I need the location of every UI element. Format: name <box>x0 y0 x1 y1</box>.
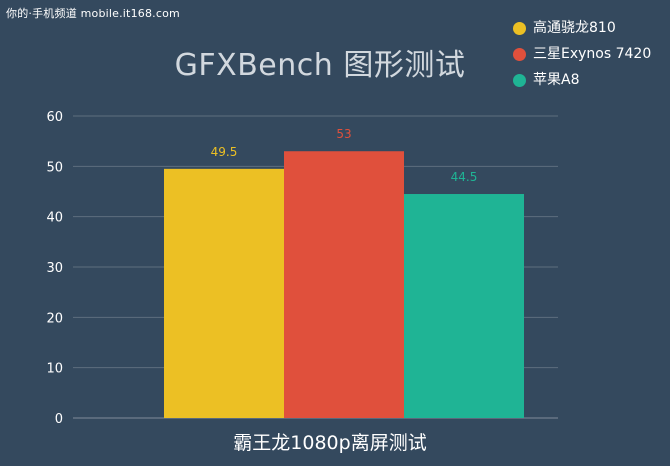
legend-label-snapdragon-810: 高通骁龙810 <box>533 20 616 36</box>
y-axis-ticks: 0 10 20 30 40 50 60 <box>46 110 63 427</box>
value-label-0: 49.5 <box>211 145 238 159</box>
legend-item-snapdragon-810: 高通骁龙810 <box>513 15 651 41</box>
y-tick-label: 0 <box>55 412 63 427</box>
y-tick-label: 20 <box>46 311 63 326</box>
legend-swatch-apple-a8 <box>513 74 526 87</box>
legend-label-apple-a8: 苹果A8 <box>533 72 580 88</box>
x-axis-label: 霸王龙1080p离屏测试 <box>233 432 427 454</box>
bar-2 <box>404 194 524 418</box>
y-tick-label: 30 <box>46 261 63 276</box>
y-tick-label: 50 <box>46 160 63 175</box>
value-labels: 49.5 53 44.5 <box>211 127 478 184</box>
legend-item-exynos-7420: 三星Exynos 7420 <box>513 41 651 67</box>
legend: 高通骁龙810 三星Exynos 7420 苹果A8 <box>513 15 651 93</box>
y-tick-label: 60 <box>46 110 63 125</box>
chart-title: GFXBench 图形测试 <box>174 48 466 83</box>
legend-item-apple-a8: 苹果A8 <box>513 67 651 93</box>
value-label-1: 53 <box>336 127 351 141</box>
legend-label-exynos-7420: 三星Exynos 7420 <box>533 46 652 62</box>
y-tick-label: 40 <box>46 211 63 226</box>
legend-swatch-snapdragon-810 <box>513 22 526 35</box>
bar-1 <box>284 151 404 418</box>
y-tick-label: 10 <box>46 362 63 377</box>
bars <box>164 151 524 418</box>
legend-swatch-exynos-7420 <box>513 48 526 61</box>
watermark: 你的·手机频道 mobile.it168.com <box>6 7 180 20</box>
bar-0 <box>164 168 284 418</box>
value-label-2: 44.5 <box>451 170 478 184</box>
